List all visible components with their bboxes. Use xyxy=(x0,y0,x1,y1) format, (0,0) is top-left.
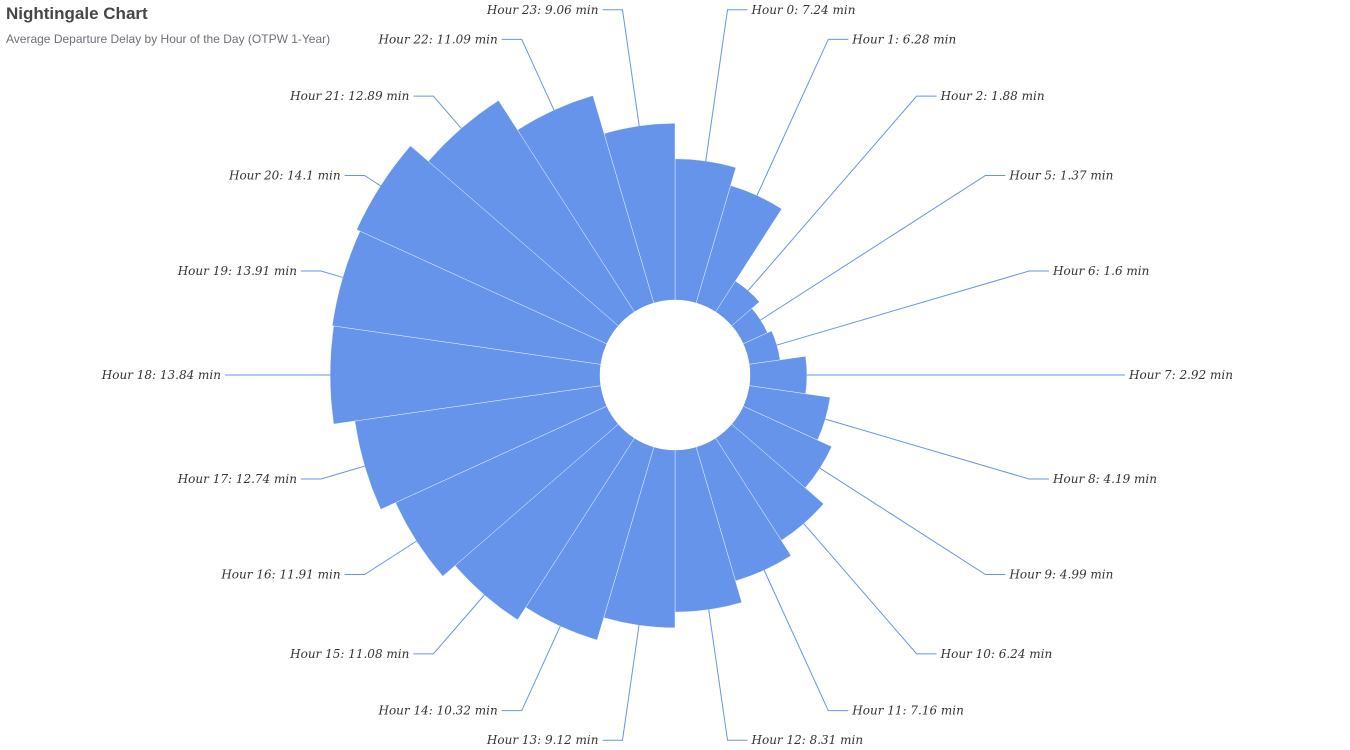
data-label-hour-12: Hour 12: 8.31 min xyxy=(751,733,864,747)
data-label-hour-13: Hour 13: 9.12 min xyxy=(486,733,599,747)
data-label-hour-16: Hour 16: 11.91 min xyxy=(220,567,340,581)
data-label-hour-21: Hour 21: 12.89 min xyxy=(289,89,409,103)
data-label-hour-23: Hour 23: 9.06 min xyxy=(486,3,599,17)
data-label-hour-11: Hour 11: 7.16 min xyxy=(851,704,964,718)
rose-labels: Hour 0: 7.24 min Hour 1: 6.28 min Hour 2: … xyxy=(101,3,1233,747)
leader-line-hour-12 xyxy=(708,609,748,741)
data-label-hour-6: Hour 6: 1.6 min xyxy=(1052,264,1149,278)
rose-center-hole xyxy=(600,300,750,450)
data-label-hour-10: Hour 10: 6.24 min xyxy=(940,647,1053,661)
data-label-hour-1: Hour 1: 6.28 min xyxy=(851,32,956,46)
leader-line-hour-11 xyxy=(763,570,849,712)
data-label-hour-17: Hour 17: 12.74 min xyxy=(177,472,297,486)
leader-line-hour-20 xyxy=(344,175,381,187)
leader-line-hour-5 xyxy=(760,175,1006,321)
data-label-hour-15: Hour 15: 11.08 min xyxy=(289,647,409,661)
data-label-hour-5: Hour 5: 1.37 min xyxy=(1008,169,1113,183)
leader-line-hour-22 xyxy=(501,38,555,111)
leader-line-hour-15 xyxy=(413,594,485,655)
leader-line-hour-21 xyxy=(413,95,462,129)
leader-line-hour-1 xyxy=(756,38,849,196)
data-label-hour-14: Hour 14: 10.32 min xyxy=(377,704,497,718)
data-label-hour-2: Hour 2: 1.88 min xyxy=(940,89,1045,103)
leader-line-hour-23 xyxy=(602,9,640,126)
leader-line-hour-6 xyxy=(776,270,1050,346)
data-label-hour-20: Hour 20: 14.1 min xyxy=(228,169,341,183)
chart-subtitle: Average Departure Delay by Hour of the D… xyxy=(6,32,331,46)
leader-line-hour-19 xyxy=(300,270,343,278)
leader-line-hour-9 xyxy=(819,467,1006,575)
leader-line-hour-16 xyxy=(344,540,417,575)
leader-line-hour-13 xyxy=(602,625,640,741)
data-label-hour-7: Hour 7: 2.92 min xyxy=(1128,368,1233,382)
leader-line-hour-8 xyxy=(825,418,1050,480)
leader-line-hour-0 xyxy=(705,9,748,162)
data-label-hour-8: Hour 8: 4.19 min xyxy=(1052,472,1157,486)
data-label-hour-18: Hour 18: 13.84 min xyxy=(101,368,221,382)
data-label-hour-19: Hour 19: 13.91 min xyxy=(177,264,297,278)
chart-title: Nightingale Chart xyxy=(6,4,148,23)
leader-line-hour-17 xyxy=(300,465,365,480)
data-label-hour-0: Hour 0: 7.24 min xyxy=(751,3,856,17)
data-label-hour-22: Hour 22: 11.09 min xyxy=(377,32,497,46)
leader-line-hour-14 xyxy=(501,626,561,712)
data-label-hour-9: Hour 9: 4.99 min xyxy=(1008,567,1113,581)
rose-sectors xyxy=(329,95,833,641)
label-leader-lines xyxy=(225,9,1125,741)
leader-line-hour-10 xyxy=(803,523,937,655)
leader-line-hour-2 xyxy=(747,95,937,291)
